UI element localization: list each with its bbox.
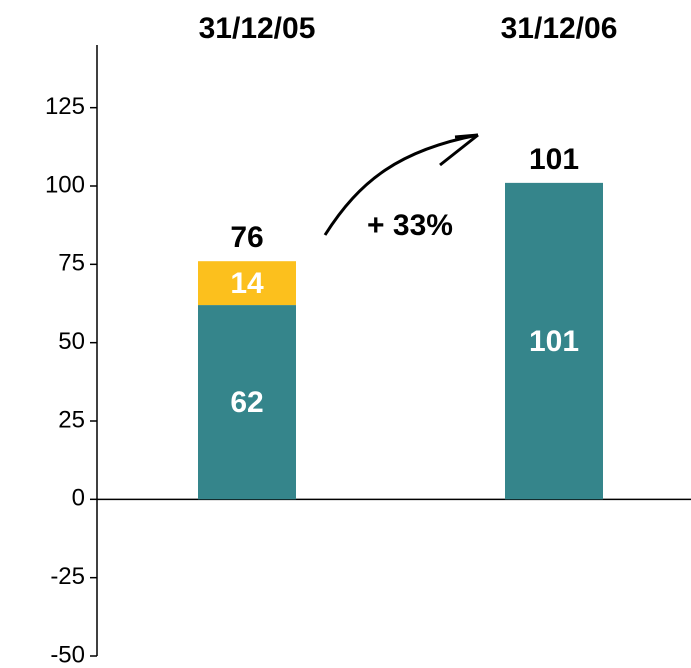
category-label: 31/12/06 [501, 12, 618, 45]
y-tick-label: 75 [58, 250, 85, 277]
total-label: 101 [529, 143, 579, 176]
value-label: 62 [230, 386, 263, 419]
bar-segment [198, 305, 296, 500]
total-label: 76 [230, 221, 263, 254]
bar-segment [505, 182, 603, 500]
y-tick-label: 125 [45, 93, 85, 120]
value-label: 101 [529, 325, 579, 358]
y-tick-label: 0 [72, 485, 85, 512]
y-tick-label: -25 [50, 563, 85, 590]
arrow-head [439, 133, 479, 167]
category-label: 31/12/05 [199, 12, 316, 45]
growth-arrow [323, 133, 479, 236]
y-tick-label: -50 [50, 641, 85, 668]
y-tick-label: 25 [58, 406, 85, 433]
bar-segment [198, 261, 296, 306]
y-tick-label: 100 [45, 171, 85, 198]
annotation: + 33% [367, 209, 453, 242]
value-label: 14 [230, 267, 264, 300]
y-tick-label: 50 [58, 328, 85, 355]
